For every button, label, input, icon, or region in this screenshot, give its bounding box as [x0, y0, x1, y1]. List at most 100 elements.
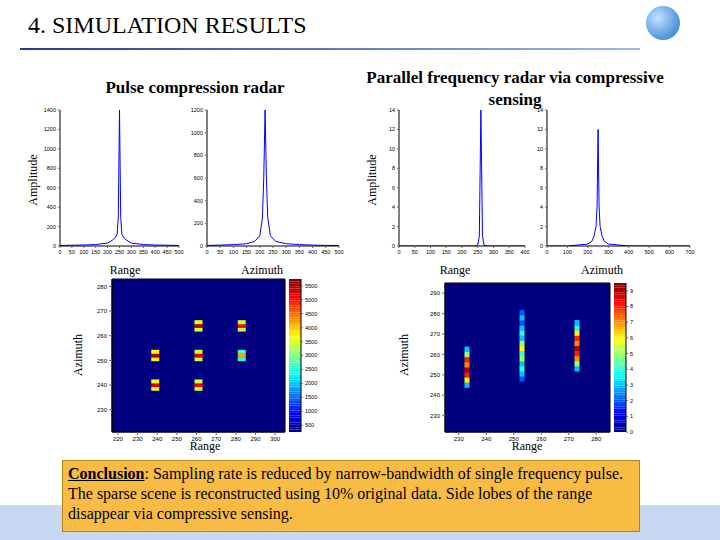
svg-text:400: 400	[194, 198, 203, 204]
svg-text:1000: 1000	[191, 130, 203, 136]
svg-text:250: 250	[97, 358, 108, 364]
svg-text:12: 12	[537, 126, 543, 132]
svg-text:1500: 1500	[305, 394, 317, 400]
svg-text:1: 1	[630, 413, 633, 419]
svg-text:280: 280	[430, 311, 441, 317]
svg-text:4: 4	[392, 204, 395, 210]
svg-text:14: 14	[537, 107, 543, 113]
svg-text:290: 290	[430, 290, 441, 296]
svg-text:10: 10	[537, 146, 543, 152]
svg-text:2500: 2500	[305, 366, 317, 372]
svg-text:8: 8	[630, 303, 633, 309]
svg-text:1200: 1200	[191, 107, 203, 113]
svg-text:6: 6	[630, 335, 633, 341]
svg-text:10: 10	[389, 146, 395, 152]
svg-text:250: 250	[473, 249, 482, 255]
svg-text:3500: 3500	[305, 339, 317, 345]
svg-text:3000: 3000	[305, 352, 317, 358]
svg-text:270: 270	[97, 308, 108, 314]
svg-text:0: 0	[540, 243, 543, 249]
svg-text:600: 600	[665, 249, 674, 255]
svg-text:200: 200	[583, 249, 592, 255]
svg-text:0: 0	[200, 243, 203, 249]
svg-text:150: 150	[442, 249, 451, 255]
svg-text:12: 12	[389, 126, 395, 132]
svg-text:100: 100	[426, 249, 435, 255]
svg-text:230: 230	[133, 436, 144, 442]
svg-text:250: 250	[172, 436, 183, 442]
svg-text:450: 450	[163, 249, 172, 255]
svg-text:230: 230	[454, 436, 465, 442]
svg-text:240: 240	[481, 436, 492, 442]
svg-text:5500: 5500	[305, 283, 317, 289]
svg-text:5: 5	[630, 351, 633, 357]
svg-text:280: 280	[591, 436, 602, 442]
svg-text:200: 200	[194, 220, 203, 226]
svg-text:0: 0	[205, 249, 208, 255]
svg-text:8: 8	[392, 165, 395, 171]
svg-text:400: 400	[47, 204, 56, 210]
svg-text:6: 6	[392, 185, 395, 191]
svg-text:100: 100	[229, 249, 238, 255]
svg-text:260: 260	[430, 352, 441, 358]
svg-text:350: 350	[295, 249, 304, 255]
svg-text:250: 250	[268, 249, 277, 255]
svg-text:400: 400	[624, 249, 633, 255]
svg-text:450: 450	[321, 249, 330, 255]
svg-text:250: 250	[430, 372, 441, 378]
svg-text:300: 300	[127, 249, 136, 255]
svg-text:600: 600	[47, 185, 56, 191]
svg-text:4: 4	[630, 366, 633, 372]
svg-text:350: 350	[139, 249, 148, 255]
svg-text:230: 230	[97, 407, 108, 413]
svg-text:200: 200	[255, 249, 264, 255]
svg-text:240: 240	[152, 436, 163, 442]
svg-text:50: 50	[69, 249, 75, 255]
svg-text:500: 500	[645, 249, 654, 255]
svg-text:0: 0	[53, 243, 56, 249]
svg-text:9: 9	[630, 288, 633, 294]
svg-text:1000: 1000	[305, 408, 317, 414]
svg-text:3: 3	[630, 382, 633, 388]
svg-text:2000: 2000	[305, 380, 317, 386]
svg-text:7: 7	[630, 319, 633, 325]
svg-text:280: 280	[231, 436, 242, 442]
svg-text:14: 14	[389, 107, 395, 113]
svg-text:800: 800	[47, 165, 56, 171]
svg-text:0: 0	[392, 243, 395, 249]
svg-text:270: 270	[430, 331, 441, 337]
svg-text:300: 300	[489, 249, 498, 255]
svg-text:600: 600	[194, 175, 203, 181]
svg-text:8: 8	[540, 165, 543, 171]
svg-text:400: 400	[520, 249, 529, 255]
svg-text:150: 150	[242, 249, 251, 255]
svg-text:240: 240	[97, 382, 108, 388]
svg-text:0: 0	[545, 249, 548, 255]
svg-text:100: 100	[563, 249, 572, 255]
svg-text:200: 200	[457, 249, 466, 255]
svg-text:2: 2	[630, 398, 633, 404]
svg-text:270: 270	[564, 436, 575, 442]
svg-text:1000: 1000	[44, 146, 56, 152]
svg-text:500: 500	[305, 422, 314, 428]
svg-text:6: 6	[540, 185, 543, 191]
svg-text:280: 280	[97, 284, 108, 290]
svg-text:4500: 4500	[305, 311, 317, 317]
svg-text:2: 2	[540, 224, 543, 230]
svg-text:150: 150	[91, 249, 100, 255]
svg-text:500: 500	[334, 249, 343, 255]
svg-text:800: 800	[194, 152, 203, 158]
svg-text:0: 0	[58, 249, 61, 255]
svg-text:100: 100	[79, 249, 88, 255]
svg-text:400: 400	[308, 249, 317, 255]
svg-text:200: 200	[103, 249, 112, 255]
svg-text:2: 2	[392, 224, 395, 230]
svg-text:300: 300	[270, 436, 281, 442]
svg-text:0: 0	[630, 429, 633, 435]
svg-text:400: 400	[151, 249, 160, 255]
svg-text:300: 300	[604, 249, 613, 255]
svg-text:230: 230	[430, 413, 441, 419]
svg-text:700: 700	[685, 249, 694, 255]
svg-text:5000: 5000	[305, 297, 317, 303]
svg-text:4: 4	[540, 204, 543, 210]
